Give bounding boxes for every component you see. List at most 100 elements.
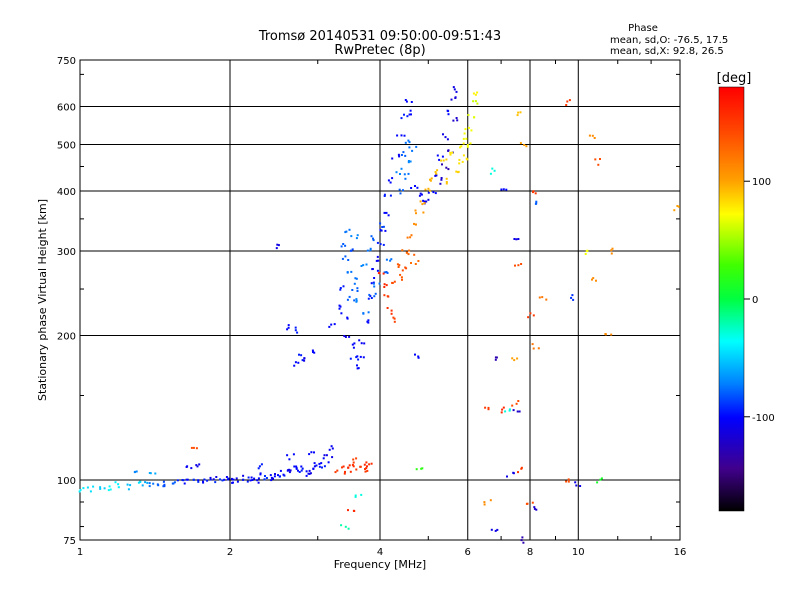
echo-point [453, 88, 456, 91]
echo-point [466, 145, 469, 148]
echo-point [126, 483, 129, 486]
echo-point [525, 502, 528, 505]
echo-point [346, 298, 349, 301]
echo-point [257, 481, 260, 484]
echo-point [579, 485, 582, 487]
echo-point [367, 321, 370, 324]
echo-point [310, 451, 313, 454]
echo-point [373, 295, 376, 298]
phase-o-stats: mean, sd,O: -76.5, 17.5 [610, 35, 728, 46]
echo-point [508, 409, 511, 412]
echo-point [347, 259, 350, 261]
echo-point [156, 483, 159, 486]
echo-point [533, 506, 536, 509]
echo-point [600, 477, 603, 480]
echo-point [381, 226, 384, 228]
echo-point [82, 487, 85, 490]
echo-point [425, 200, 428, 203]
echo-point [330, 445, 333, 448]
echo-point [463, 132, 466, 135]
echo-point [197, 479, 200, 482]
echo-point [545, 298, 548, 301]
echo-point [393, 320, 396, 323]
x-tick-label: 6 [465, 547, 471, 558]
echo-point [331, 447, 334, 450]
echo-point [383, 271, 386, 274]
echo-point [523, 144, 526, 146]
echo-point [383, 294, 386, 297]
echo-point [390, 258, 393, 261]
echo-point [520, 539, 523, 542]
echo-point [404, 99, 407, 101]
echo-point [502, 406, 505, 409]
echo-point [259, 472, 262, 475]
echo-point [350, 235, 353, 238]
x-axis-label: Frequency [MHz] [334, 558, 426, 571]
echo-point [440, 159, 443, 162]
echo-point [162, 480, 165, 483]
echo-point [383, 195, 386, 197]
echo-point [355, 356, 358, 359]
echo-point [227, 477, 230, 480]
echo-point [372, 281, 375, 284]
x-tick-label: 16 [674, 547, 687, 558]
echo-point [434, 171, 437, 173]
echo-point [108, 485, 111, 488]
echo-point [406, 236, 409, 239]
echo-point [223, 478, 226, 481]
echo-point [419, 200, 422, 203]
echo-point [469, 142, 472, 145]
echo-point [407, 172, 410, 175]
echo-point [445, 182, 448, 185]
echo-point [355, 299, 358, 302]
echo-point [308, 453, 311, 456]
echo-point [303, 359, 306, 362]
echo-point [372, 282, 375, 285]
echo-point [368, 293, 371, 296]
echo-point [442, 133, 444, 136]
echo-point [461, 160, 464, 163]
echo-point [511, 404, 514, 407]
echo-point [436, 169, 439, 172]
echo-point [300, 469, 303, 472]
echo-point [610, 333, 613, 336]
echo-point [296, 331, 299, 334]
echo-point [403, 173, 406, 176]
echo-point [474, 93, 477, 96]
echo-point [195, 464, 198, 467]
echo-point [596, 481, 599, 484]
colorbar: [deg] 100 0 -100 [717, 71, 775, 512]
echo-point [294, 326, 297, 329]
echo-point [487, 406, 490, 409]
echo-point [346, 271, 349, 274]
echo-point [450, 98, 453, 101]
echo-point [344, 336, 347, 338]
echo-point [215, 476, 218, 478]
echo-point [182, 479, 185, 482]
echo-point [342, 243, 345, 245]
echo-point [103, 487, 106, 490]
echo-point [265, 477, 268, 479]
echo-point [379, 243, 382, 246]
echo-point [348, 335, 351, 338]
echo-point [446, 138, 449, 141]
echo-point [364, 470, 367, 473]
echo-point [376, 255, 379, 258]
echo-point [352, 465, 355, 468]
echo-point [287, 326, 290, 329]
echo-point [533, 507, 536, 510]
echo-point [356, 355, 359, 358]
echo-point [673, 209, 676, 212]
echo-point [392, 316, 395, 319]
echo-point [382, 243, 385, 246]
echo-point [419, 192, 422, 195]
echo-point [467, 126, 470, 129]
echo-point [519, 111, 522, 114]
echo-point [396, 263, 399, 266]
echo-point [386, 307, 389, 309]
echo-point [434, 192, 437, 195]
echo-point [390, 309, 393, 312]
echo-point [474, 100, 477, 103]
echo-point [342, 465, 345, 468]
